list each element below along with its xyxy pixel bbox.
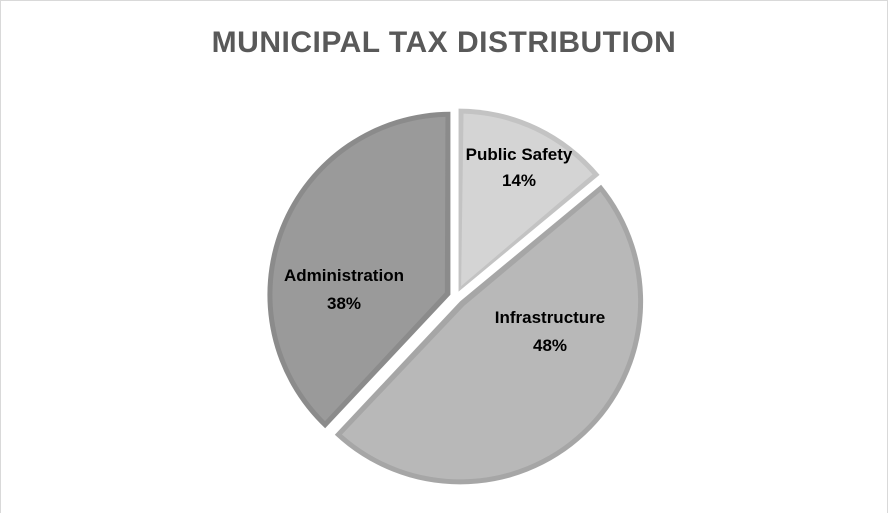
pie-slice-fill-administration [272,116,446,422]
slice-value-label: 38% [327,294,361,313]
slice-label: Public Safety [466,145,573,164]
pie-slice-fill-infrastructure [341,191,639,480]
chart-title: MUNICIPAL TAX DISTRIBUTION [211,26,677,59]
slice-label: Infrastructure [495,308,606,327]
pie-slice-fill-public-safety [461,113,593,287]
slice-value-label: 14% [502,171,536,190]
slice-label: Administration [284,266,404,285]
slice-value-label: 48% [533,336,567,355]
